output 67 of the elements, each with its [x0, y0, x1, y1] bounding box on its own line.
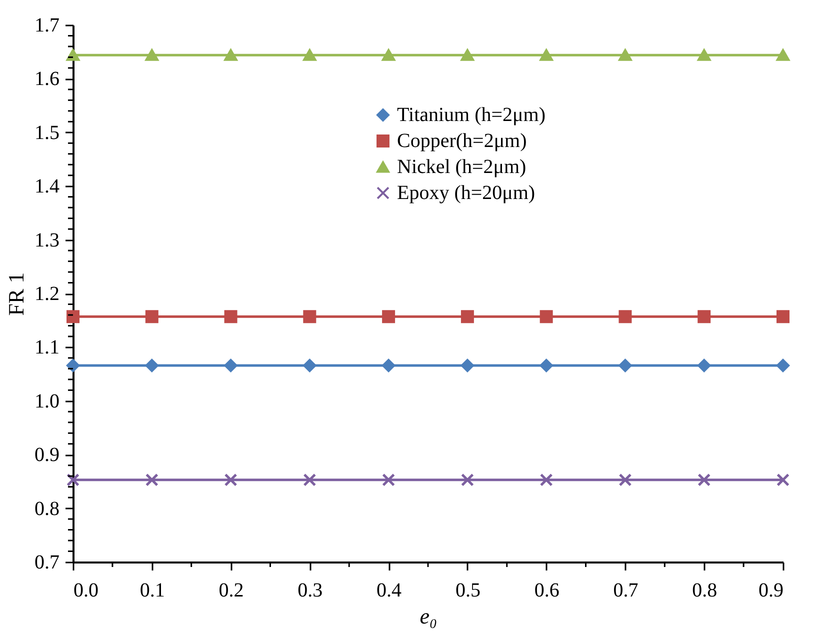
point	[145, 49, 158, 61]
point	[776, 310, 790, 324]
point	[303, 358, 316, 372]
legend-label: Epoxy (h=20μm)	[397, 182, 536, 204]
point	[698, 358, 711, 372]
point	[618, 473, 632, 486]
point	[145, 358, 158, 372]
point	[382, 473, 396, 486]
y-tick-label: 1.2	[34, 283, 60, 305]
x-tick-label: 0.1	[140, 580, 165, 602]
legend-label: Nickel (h=2μm)	[397, 156, 526, 178]
point	[382, 358, 396, 372]
x-tick-label: 0.8	[692, 580, 718, 602]
point	[66, 49, 80, 61]
legend-label: Copper(h=2μm)	[397, 130, 527, 152]
point	[618, 310, 632, 324]
point	[698, 49, 711, 61]
x-tick-label: 0.0	[74, 580, 98, 602]
x-tick-label: 0.3	[298, 580, 323, 602]
point	[618, 358, 632, 372]
x-tick-label: 0.9	[758, 580, 784, 602]
x-tick-label: 0.7	[613, 580, 638, 602]
point	[303, 310, 316, 324]
y-tick-label: 1.3	[34, 229, 60, 252]
point	[776, 358, 790, 372]
y-tick-label: 1.0	[34, 390, 60, 412]
point	[698, 310, 711, 324]
point	[145, 310, 158, 324]
point	[303, 49, 316, 61]
point	[776, 49, 790, 61]
point	[224, 358, 238, 372]
x-axis-title: e₀	[420, 604, 438, 628]
point	[460, 473, 474, 486]
point	[776, 473, 790, 486]
point	[540, 49, 553, 61]
point	[460, 310, 474, 324]
x-tick-label: 0.4	[376, 580, 402, 602]
point	[224, 49, 238, 61]
y-tick-label: 1.7	[34, 14, 60, 36]
point	[460, 358, 474, 372]
point	[145, 473, 158, 486]
point	[460, 49, 474, 61]
y-axis-title: FR 1	[4, 272, 28, 316]
point	[224, 310, 238, 324]
point	[540, 310, 553, 324]
y-tick-label: 0.8	[34, 498, 60, 520]
x-tick-label: 0.2	[218, 580, 244, 602]
point	[66, 310, 80, 324]
y-tick-label: 1.5	[34, 122, 60, 144]
y-tick-label: 0.9	[34, 444, 60, 466]
legend-label: Titanium (h=2μm)	[397, 104, 546, 126]
point	[540, 358, 553, 372]
y-tick-label: 1.1	[34, 336, 60, 359]
point	[224, 473, 238, 486]
y-tick-label: 1.4	[34, 176, 60, 198]
point	[303, 473, 316, 486]
y-tick-label: 1.6	[34, 68, 60, 90]
x-tick-label: 0.5	[455, 580, 480, 602]
point	[382, 49, 396, 61]
point	[618, 49, 632, 61]
point	[540, 473, 553, 486]
point	[698, 473, 711, 486]
point	[66, 473, 80, 486]
x-tick-label: 0.6	[534, 580, 560, 602]
y-tick-label: 0.7	[34, 552, 60, 574]
point	[66, 358, 80, 372]
point	[382, 310, 396, 324]
